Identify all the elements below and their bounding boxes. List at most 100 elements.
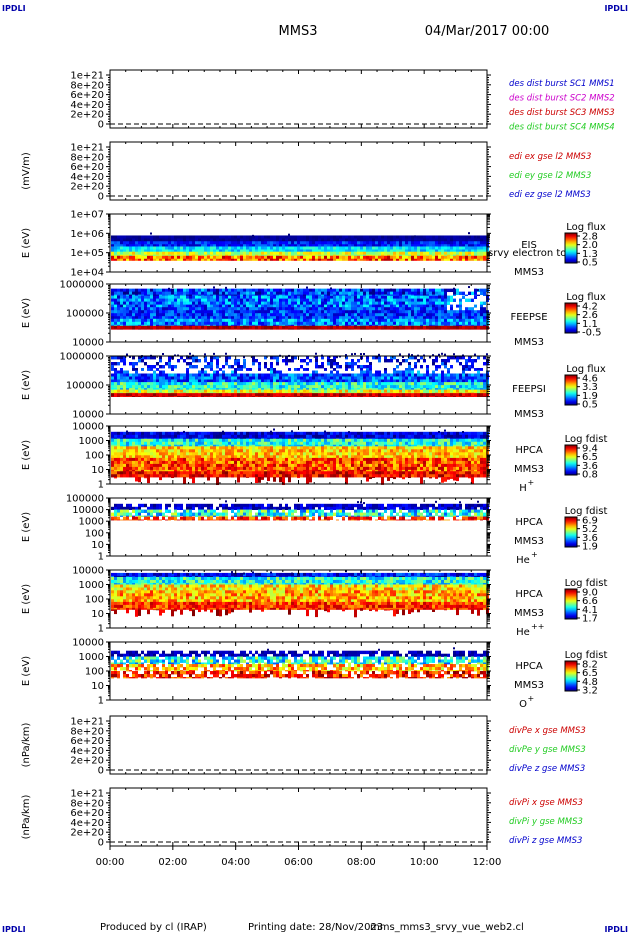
y-tick-label: 4e+20 [70, 746, 104, 757]
corner-label-top-left: IPDLI [2, 4, 26, 13]
y-axis-label: E (eV) [21, 584, 32, 614]
y-axis-label: E (eV) [21, 370, 32, 400]
y-tick-label: 1e+04 [70, 268, 104, 279]
y-tick-label: 4e+20 [70, 818, 104, 829]
colorbar-tick-label: 4.1 [582, 605, 598, 616]
y-tick-label: 8e+20 [70, 80, 104, 91]
y-axis-label: E (eV) [21, 512, 32, 542]
panel-feepse: 1000000 100000 10000 E (eV) FEEPSE MMS3 Log fl… [21, 280, 606, 349]
y-tick-label: 100 [85, 451, 104, 462]
y-tick-label: 1000000 [59, 280, 104, 291]
colorbar-tick-label: 4.2 [582, 302, 598, 313]
spectrogram-hpca-h [111, 428, 489, 486]
colorbar-tick-label: 2.0 [582, 240, 598, 251]
y-tick-label: 10 [91, 540, 104, 551]
colorbar-tick-label: 2.8 [582, 232, 598, 243]
colorbar [564, 302, 578, 334]
instrument-label: HPCA [515, 517, 543, 528]
y-tick-label: 0 [98, 838, 104, 849]
legend-entry: edi ez gse l2 MMS3 [509, 190, 591, 200]
spacecraft-label: MMS3 [514, 337, 544, 348]
species-charge: + [531, 550, 538, 559]
colorbar [564, 374, 578, 406]
colorbar-tick-label: 2.6 [582, 310, 598, 321]
y-tick-label: 100000 [66, 309, 104, 320]
instrument-label: FEEPSI [512, 384, 546, 395]
panel-hpca-o: 10000 1000 100 10 1 E (eV) HPCA MMS3 O+ Log fdist… [21, 638, 607, 711]
spacecraft-label: MMS3 [514, 409, 544, 420]
legend-entry: des dist burst SC4 MMS4 [509, 123, 615, 133]
colorbar-tick-label: 3.2 [582, 686, 598, 697]
y-tick-label: 2e+20 [70, 828, 104, 839]
panel-frame [109, 787, 488, 847]
footer-printing-date: Printing date: 28/Nov/2023 [248, 922, 383, 933]
y-tick-label: 10 [91, 465, 104, 476]
y-tick-label: 10000 [72, 638, 104, 649]
panel-hpca-h: 10000 1000 100 10 1 E (eV) HPCA MMS3 H+ Log fdist… [21, 422, 607, 495]
y-tick-label: 1e+21 [70, 789, 104, 800]
colorbar-tick-label: 8.2 [582, 660, 598, 671]
legend-entry: des dist burst SC3 MMS3 [509, 108, 615, 118]
species-label: H [519, 483, 527, 494]
y-tick-label: 1 [98, 624, 104, 635]
panel-frame [109, 141, 488, 201]
colorbar-tick-label: 1.3 [582, 249, 598, 260]
y-tick-label: 6e+20 [70, 736, 104, 747]
spacecraft-title: MMS3 [279, 24, 318, 39]
panel-hpca-hepp: 10000 1000 100 10 1 E (eV) HPCA MMS3 He++ Log fdi… [21, 566, 607, 639]
y-tick-label: 1e+06 [70, 229, 104, 240]
time-axis: 00:00 02:00 04:00 06:00 08:00 10:00 12:00 [96, 846, 501, 868]
colorbar-tick-label: 6.9 [582, 516, 598, 527]
species-charge: ++ [531, 622, 544, 631]
legend-entry: divPi x gse MMS3 [509, 798, 583, 808]
y-tick-label: 0 [98, 120, 104, 131]
legend-entry: divPe x gse MMS3 [509, 726, 586, 736]
instrument-label: HPCA [515, 589, 543, 600]
colorbar [564, 516, 578, 548]
colorbar-tick-label: 0.5 [582, 400, 598, 411]
panel-frame [109, 69, 488, 129]
footer-script-name: mms_mms3_srvy_vue_web2.cl [370, 922, 524, 933]
x-tick-label: 10:00 [410, 857, 439, 868]
colorbar [564, 588, 578, 620]
legend-entry: divPe y gse MMS3 [509, 745, 586, 755]
spectrogram-hpca-hepp [111, 569, 489, 618]
colorbar-tick-label: 3.6 [582, 461, 598, 472]
y-tick-label: 1000 [79, 517, 104, 528]
y-tick-label: 10000 [72, 505, 104, 516]
y-tick-label: 10 [91, 681, 104, 692]
spectrogram-hpca-he [111, 500, 489, 521]
y-tick-label: 8e+20 [70, 726, 104, 737]
y-tick-label: 1000000 [59, 352, 104, 363]
y-tick-label: 2e+20 [70, 756, 104, 767]
colorbar-tick-label: 1.7 [582, 614, 598, 625]
y-tick-label: 100000 [66, 494, 104, 505]
corner-label-bottom-right: IPDLI [604, 925, 628, 934]
y-tick-label: 0 [98, 192, 104, 203]
spectrogram-eis [111, 232, 489, 261]
y-tick-label: 1000 [79, 580, 104, 591]
spectrogram-feepsi [111, 352, 489, 397]
x-tick-label: 02:00 [158, 857, 187, 868]
instrument-label: FEEPSE [510, 312, 547, 323]
x-tick-label: 04:00 [221, 857, 250, 868]
species-charge: + [528, 478, 535, 487]
y-axis-label: E (eV) [21, 440, 32, 470]
colorbar [564, 660, 578, 692]
colorbar-tick-label: 6.6 [582, 596, 598, 607]
x-tick-label: 00:00 [96, 857, 125, 868]
y-tick-label: 1e+21 [70, 71, 104, 82]
y-tick-label: 8e+20 [70, 798, 104, 809]
y-tick-label: 1 [98, 480, 104, 491]
spacecraft-label: MMS3 [514, 267, 544, 278]
colorbar-title: Log flux [566, 364, 606, 375]
spacecraft-label: MMS3 [514, 680, 544, 691]
y-axis-label: E (eV) [21, 298, 32, 328]
y-tick-label: 10000 [72, 422, 104, 433]
y-tick-label: 4e+20 [70, 172, 104, 183]
y-tick-label: 100000 [66, 381, 104, 392]
